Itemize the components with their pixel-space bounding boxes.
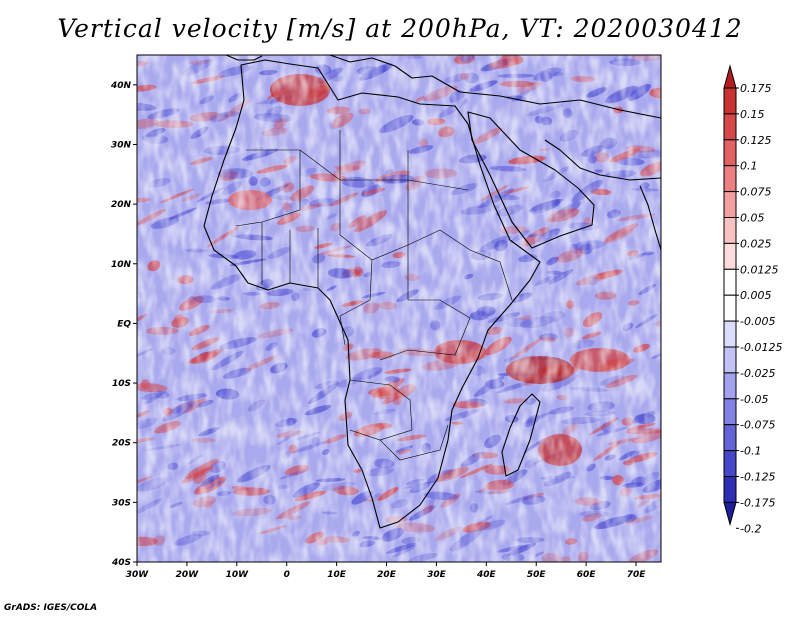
- lat-tick-label: EQ: [117, 319, 131, 329]
- map-title: Vertical velocity [m/s] at 200hPa, VT: 2…: [57, 14, 743, 43]
- colorbar-label: 0.1: [740, 160, 758, 173]
- colorbar-swatch: [723, 191, 737, 219]
- colorbar-label: 0.175: [740, 82, 772, 95]
- colorbar-label: 0.005: [740, 289, 772, 302]
- colorbar-swatch: [723, 268, 737, 296]
- lon-tick-label: 10E: [327, 570, 347, 580]
- colorbar-swatch: [723, 139, 737, 167]
- colorbar: 0.175 0.15 0.125 0.1 0.075 0.05 0.025 0.0125 0.0…: [723, 64, 782, 535]
- colorbar-swatch: [723, 165, 737, 193]
- lon-tick-label: 40E: [476, 570, 497, 580]
- lat-tick-label: 10S: [112, 379, 131, 389]
- colorbar-swatch: [723, 217, 737, 244]
- arabia-coastline: [467, 111, 595, 249]
- europe-coastline: [329, 55, 661, 119]
- colorbar-swatch: [723, 476, 737, 503]
- colorbar-label: 0.15: [740, 108, 765, 121]
- lat-tick-label: 40N: [110, 81, 132, 91]
- field-layer: [137, 55, 661, 562]
- colorbar-label: -0.075: [740, 419, 775, 432]
- colorbar-label: -0.005: [740, 315, 775, 328]
- colorbar-bottom-arrow: [723, 501, 737, 527]
- gulf-coastline: [544, 139, 661, 181]
- lat-tick-label: 30N: [111, 140, 132, 150]
- lon-tick-label: 60E: [577, 570, 597, 580]
- colorbar-label: -0.1: [740, 445, 761, 458]
- lon-tick-label: 30E: [427, 570, 447, 580]
- colorbar-label: -0.175: [740, 496, 775, 509]
- lon-tick-label: 50E: [527, 570, 547, 580]
- lon-tick-label: 0: [284, 570, 290, 580]
- colorbar-swatch: [723, 320, 737, 348]
- colorbar-label: 0.0125: [740, 263, 779, 276]
- colorbar-label: 0.05: [740, 212, 765, 225]
- lat-tick-label: 40S: [111, 558, 131, 568]
- colorbar-label: 0.125: [740, 134, 772, 147]
- grads-credit: GrADS: IGES/COLA: [4, 603, 98, 613]
- colorbar-swatch: [723, 294, 737, 322]
- lat-tick-label: 20S: [112, 439, 131, 449]
- colorbar-swatch: [723, 87, 737, 115]
- lat-tick-label: 30S: [112, 498, 131, 508]
- colorbar-swatch: [723, 398, 737, 426]
- colorbar-top-arrow: [723, 64, 737, 89]
- colorbar-label: 0.075: [740, 186, 772, 199]
- madagascar-coastline: [501, 393, 541, 477]
- lon-tick-label: 20W: [176, 570, 200, 580]
- lat-tick-label: 20N: [111, 200, 132, 210]
- map-axes: 30W 20W 10W 0 10E 20E 30E 40E 50E 60E 70E 40N 30N 20N…: [110, 81, 646, 580]
- lon-tick-label: 20E: [377, 570, 397, 580]
- colorbar-label: -0.05: [740, 393, 768, 406]
- colorbar-label: -0.2: [740, 522, 761, 535]
- africa-coastline: [203, 59, 541, 529]
- lat-tick-label: 10N: [111, 260, 132, 270]
- colorbar-label: -0.0125: [740, 341, 782, 354]
- country-borders: [235, 130, 513, 461]
- colorbar-label: 0.025: [740, 237, 772, 250]
- iberia-coastline: [225, 55, 263, 61]
- india-coastline: [639, 185, 661, 251]
- colorbar-swatch: [723, 372, 737, 400]
- colorbar-label: -0.025: [740, 367, 775, 380]
- colorbar-swatch: [723, 424, 737, 452]
- map-frame: [136, 54, 662, 563]
- colorbar-swatch: [723, 346, 737, 374]
- coastlines: [203, 55, 661, 529]
- lon-tick-label: 10W: [226, 570, 250, 580]
- colorbar-swatch: [723, 113, 737, 141]
- colorbar-swatch: [723, 450, 737, 478]
- lon-tick-label: 30W: [126, 570, 150, 580]
- colorbar-swatch: [723, 242, 737, 270]
- colorbar-label: -0.125: [740, 471, 775, 484]
- lon-tick-label: 70E: [627, 570, 647, 580]
